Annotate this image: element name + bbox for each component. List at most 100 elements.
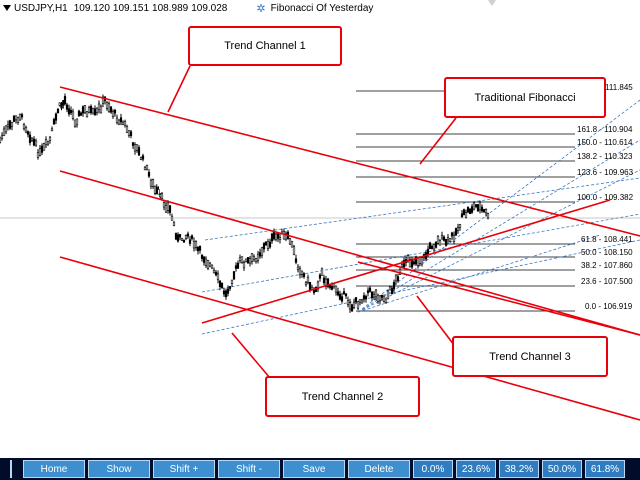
candle-body [24, 127, 28, 133]
candle-body [420, 257, 424, 265]
show-button[interactable]: Show [88, 460, 150, 478]
price-chart[interactable] [0, 0, 640, 458]
save-button[interactable]: Save [283, 460, 345, 478]
candle-body [14, 115, 18, 121]
candle-body [472, 202, 476, 210]
candle-body [236, 262, 240, 269]
candle-body [334, 285, 338, 293]
candle-body [466, 207, 470, 213]
candle-body [139, 157, 143, 160]
candle-body [352, 301, 356, 308]
candle-body [414, 256, 418, 265]
candle-body [73, 119, 77, 127]
candle-body [22, 124, 26, 129]
shift-minus-button[interactable]: Shift - [218, 460, 280, 478]
candle-body [105, 101, 109, 109]
candle-body [308, 282, 312, 291]
candle-body [312, 289, 316, 294]
candle-body [350, 304, 354, 312]
candle-body [306, 276, 310, 283]
candle-body [250, 253, 254, 262]
candle-body [216, 273, 220, 280]
fib-label: 38.2 - 107.860 [581, 261, 633, 270]
fibonacci-levels [356, 90, 603, 312]
candle-body [276, 233, 280, 239]
dropdown-arrow-icon[interactable] [3, 5, 11, 11]
candle-body [322, 277, 326, 284]
trend-channel-3-upper [201, 199, 611, 324]
candle-body [456, 227, 460, 231]
candle-body [178, 234, 182, 238]
candle-body [46, 141, 50, 145]
candle-body [392, 282, 396, 290]
candle-body [0, 135, 4, 139]
candle-body [246, 257, 250, 264]
candle-body [318, 274, 322, 279]
fib-label: 138.2 - 110.323 [577, 152, 633, 161]
candle-body [119, 117, 123, 123]
home-button[interactable]: Home [23, 460, 85, 478]
candle-body [476, 204, 480, 212]
candle-body [16, 117, 20, 123]
candle-body [220, 282, 224, 289]
candle-body [20, 114, 24, 118]
candle-body [346, 299, 350, 305]
candle-body [436, 235, 440, 244]
candle-body [272, 231, 276, 240]
candle-body [262, 243, 266, 250]
candle-body [79, 112, 83, 116]
candle-body [42, 143, 46, 151]
candle-body [95, 107, 99, 113]
delete-button[interactable]: Delete [348, 460, 410, 478]
candle-body [159, 194, 162, 198]
high-price: 109.151 [112, 2, 150, 14]
candle-body [170, 215, 174, 221]
fib-50-button[interactable]: 50.0% [542, 460, 582, 478]
candle-body [58, 102, 61, 106]
candle-body [176, 234, 180, 242]
fib-618-button[interactable]: 61.8% [585, 460, 625, 478]
candle-body [354, 297, 358, 303]
chart-header: USDJPY,H1 109.120 109.151 108.989 109.02… [0, 0, 373, 16]
candle-body [77, 110, 81, 117]
candle-body [474, 204, 478, 207]
candle-body [93, 108, 97, 116]
candle-body [228, 286, 232, 289]
candle-body [143, 166, 147, 171]
candle-body [212, 269, 216, 274]
callout-trend-channel-1: Trend Channel 1 [188, 26, 342, 66]
bottom-toolbar: Home Show Shift + Shift - Save Delete 0.… [0, 458, 640, 480]
candle-body [232, 271, 236, 280]
candle-body [83, 105, 87, 113]
fib-382-button[interactable]: 38.2% [499, 460, 539, 478]
open-price: 109.120 [73, 2, 110, 14]
candle-body [8, 120, 12, 129]
indicator-gear-icon[interactable]: ✲ [256, 2, 266, 15]
candle-body [366, 290, 370, 294]
trend-channel-3-lower [357, 261, 640, 336]
candle-body [348, 302, 352, 310]
candle-body [123, 121, 127, 126]
candle-body [12, 115, 16, 122]
candle-body [60, 103, 63, 109]
candle-body [302, 273, 306, 277]
candle-body [2, 128, 6, 136]
fib-236-button[interactable]: 23.6% [456, 460, 496, 478]
candle-body [200, 254, 204, 259]
candle-body [446, 237, 450, 241]
candle-body [6, 123, 10, 127]
candle-body [160, 193, 164, 200]
callout-trend-channel-2: Trend Channel 2 [265, 376, 420, 417]
fib-0-button[interactable]: 0.0% [413, 460, 453, 478]
candle-body [384, 298, 388, 303]
shift-plus-button[interactable]: Shift + [153, 460, 215, 478]
candle-body [32, 138, 36, 146]
fib-label: 100.0 - 109.382 [577, 193, 634, 202]
candle-body [188, 239, 192, 244]
candle-body [69, 109, 73, 114]
callout-pointers [167, 65, 457, 379]
candle-body [374, 289, 378, 298]
candle-body [372, 294, 376, 298]
candle-body [151, 179, 155, 187]
candle-body [364, 296, 368, 300]
